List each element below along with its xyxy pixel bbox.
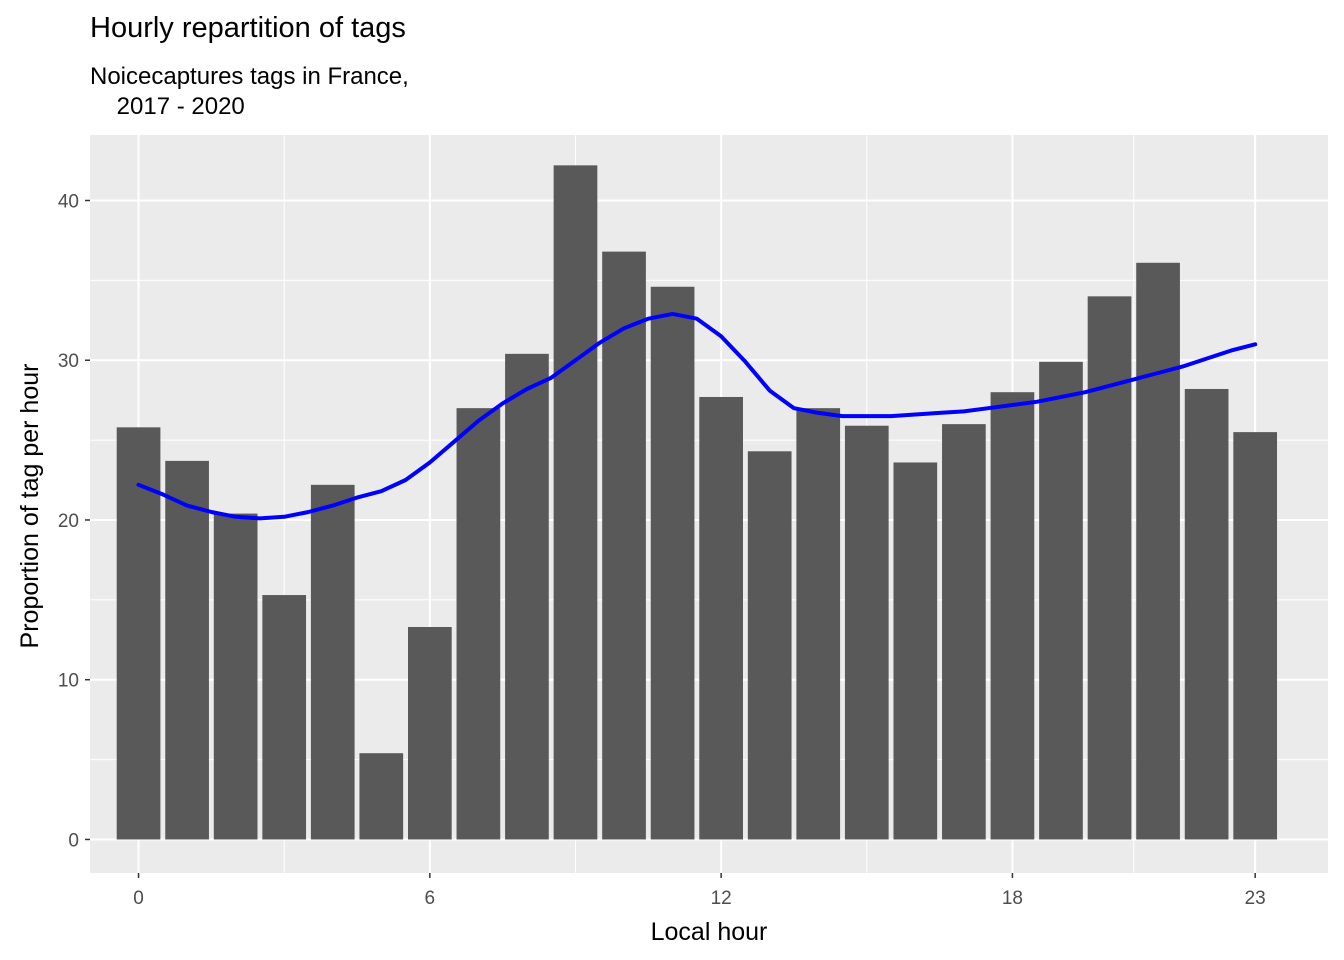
y-tick-label: 0 — [68, 830, 79, 851]
bar — [990, 392, 1035, 840]
x-axis: 0 6 12 18 23 — [133, 873, 1266, 909]
bar — [1184, 388, 1229, 840]
y-tick-label: 10 — [58, 671, 79, 692]
bar — [747, 451, 792, 840]
bar — [1039, 361, 1083, 840]
y-axis-title: Proportion of tag per hour — [16, 364, 44, 649]
bar — [1087, 296, 1132, 840]
bar — [650, 286, 695, 840]
bar — [1233, 432, 1278, 840]
bar — [844, 425, 889, 840]
x-tick-label: 12 — [711, 888, 732, 909]
bar — [1136, 262, 1180, 840]
bar — [456, 408, 501, 840]
y-tick-label: 20 — [58, 511, 79, 532]
x-tick-label: 6 — [425, 888, 436, 909]
x-tick-label: 18 — [1002, 888, 1023, 909]
chart-subtitle: Noicecaptures tags in France, 2017 - 202… — [90, 63, 409, 120]
bar — [359, 753, 404, 840]
bar — [262, 595, 307, 840]
bar — [553, 165, 598, 840]
smooth-trend-line — [136, 311, 1258, 521]
bar — [165, 460, 209, 840]
y-tick-label: 40 — [58, 191, 79, 212]
bar — [942, 424, 986, 840]
chart-title: Hourly repartition of tags — [90, 12, 406, 44]
bar — [505, 353, 549, 840]
y-axis: 0 10 20 30 40 — [58, 191, 90, 851]
bar — [796, 408, 841, 840]
bar — [213, 513, 258, 840]
bar — [699, 396, 743, 840]
bar — [116, 427, 161, 840]
x-axis-title: Local hour — [651, 918, 768, 946]
x-tick-label: 23 — [1245, 888, 1266, 909]
bar — [407, 627, 452, 840]
bar — [893, 462, 938, 840]
bar — [310, 484, 355, 840]
bar — [602, 251, 646, 840]
y-tick-label: 30 — [58, 351, 79, 372]
x-tick-label: 0 — [133, 888, 144, 909]
bars — [116, 165, 1278, 840]
